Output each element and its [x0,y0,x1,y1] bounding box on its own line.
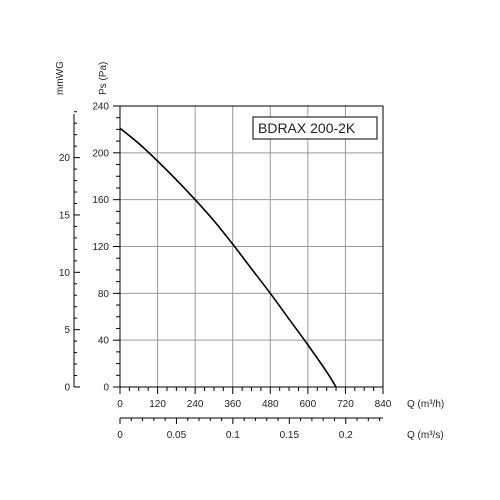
grid [119,105,384,388]
secondary-y-axis-title: mmWG [55,61,66,95]
primary-x-tick-label: 120 [149,399,166,410]
primary-x-tick-label: 720 [337,399,354,410]
primary-x-tick-label: 0 [117,399,123,410]
secondary-x-tick-label: 0.15 [280,430,300,441]
secondary-y-tick-label: 15 [59,210,71,221]
primary-x-tick-label: 240 [187,399,204,410]
secondary-y-tick-label: 5 [64,325,70,336]
primary-x-tick-label: 840 [375,399,392,410]
primary-y-tick-label: 160 [92,195,109,206]
primary-x-tick-label: 360 [224,399,241,410]
primary-y-axis-title: Ps (Pa) [98,62,109,95]
primary-y-tick-label: 120 [92,242,109,253]
primary-x-axis-title: Q (m³/h) [407,399,444,410]
series-curve [119,127,337,388]
secondary-x-tick-label: 0.1 [226,430,240,441]
model-label-box: BDRAX 200-2K [252,116,378,140]
chart-title: BDRAX 200-2K [258,120,356,136]
primary-x-tick-label: 600 [300,399,317,410]
primary-y-tick-label: 0 [103,383,109,394]
primary-y-tick-label: 80 [98,289,110,300]
primary-y-tick-label: 240 [92,102,109,113]
primary-x-tick-label: 480 [262,399,279,410]
performance-curve [119,127,337,388]
secondary-x-tick-label: 0.2 [339,430,353,441]
secondary-y-tick-label: 0 [64,383,70,394]
secondary-x-tick-label: 0.05 [167,430,187,441]
primary-y-tick-label: 200 [92,148,109,159]
primary-y-tick-label: 40 [98,336,110,347]
secondary-y-tick-label: 10 [59,268,71,279]
secondary-x-tick-label: 0 [117,430,123,441]
secondary-y-tick-label: 20 [59,153,71,164]
secondary-x-axis-title: Q (m³/s) [407,430,444,441]
